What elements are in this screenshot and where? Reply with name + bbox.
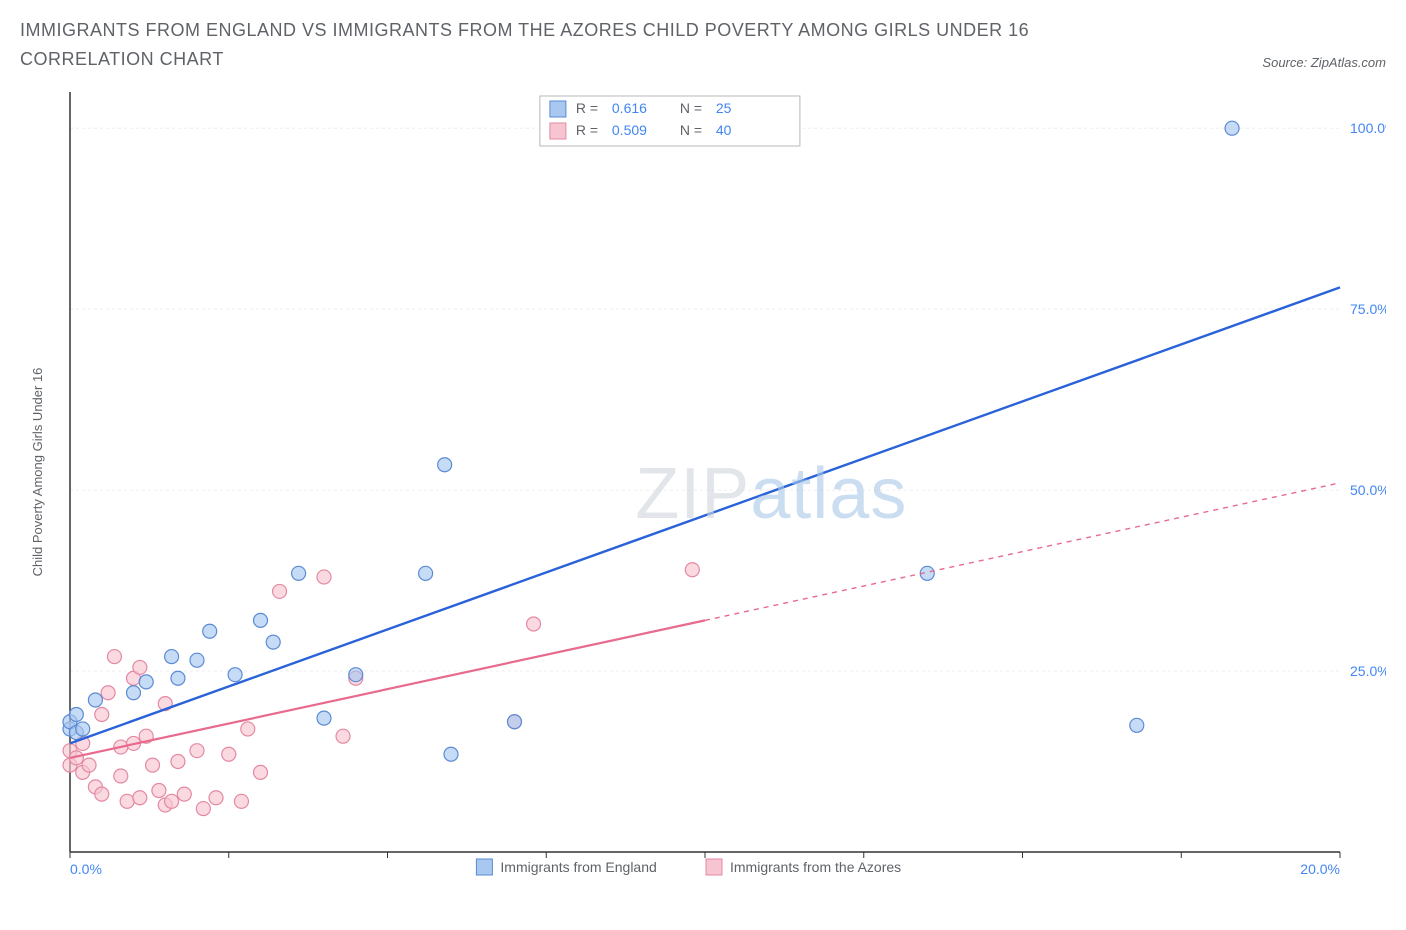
- svg-text:N =: N =: [680, 100, 702, 116]
- svg-text:0.0%: 0.0%: [70, 861, 102, 877]
- svg-text:N =: N =: [680, 122, 702, 138]
- svg-text:20.0%: 20.0%: [1300, 861, 1340, 877]
- svg-text:50.0%: 50.0%: [1350, 482, 1386, 498]
- svg-text:R =: R =: [576, 122, 598, 138]
- svg-text:Immigrants from England: Immigrants from England: [500, 859, 656, 875]
- source-attribution: Source: ZipAtlas.com: [1262, 55, 1386, 74]
- svg-text:100.0%: 100.0%: [1350, 120, 1386, 136]
- svg-text:Child Poverty Among Girls Unde: Child Poverty Among Girls Under 16: [30, 367, 45, 576]
- svg-text:0.616: 0.616: [612, 100, 647, 116]
- svg-text:R =: R =: [576, 100, 598, 116]
- svg-text:0.509: 0.509: [612, 122, 647, 138]
- source-label: Source:: [1262, 55, 1307, 70]
- svg-text:25: 25: [716, 100, 732, 116]
- chart-container: 0.0% 20.0% 25.0% 50.0% 75.0% 100.0% Child Pove…: [20, 82, 1386, 907]
- svg-text:Immigrants from the Azores: Immigrants from the Azores: [730, 859, 901, 875]
- source-value: ZipAtlas.com: [1311, 55, 1386, 70]
- svg-text:40: 40: [716, 122, 732, 138]
- correlation-scatter-chart: 0.0% 20.0% 25.0% 50.0% 75.0% 100.0% Child Pove…: [20, 82, 1386, 902]
- chart-title: IMMIGRANTS FROM ENGLAND VS IMMIGRANTS FR…: [20, 16, 1120, 74]
- svg-text:25.0%: 25.0%: [1350, 663, 1386, 679]
- svg-text:75.0%: 75.0%: [1350, 301, 1386, 317]
